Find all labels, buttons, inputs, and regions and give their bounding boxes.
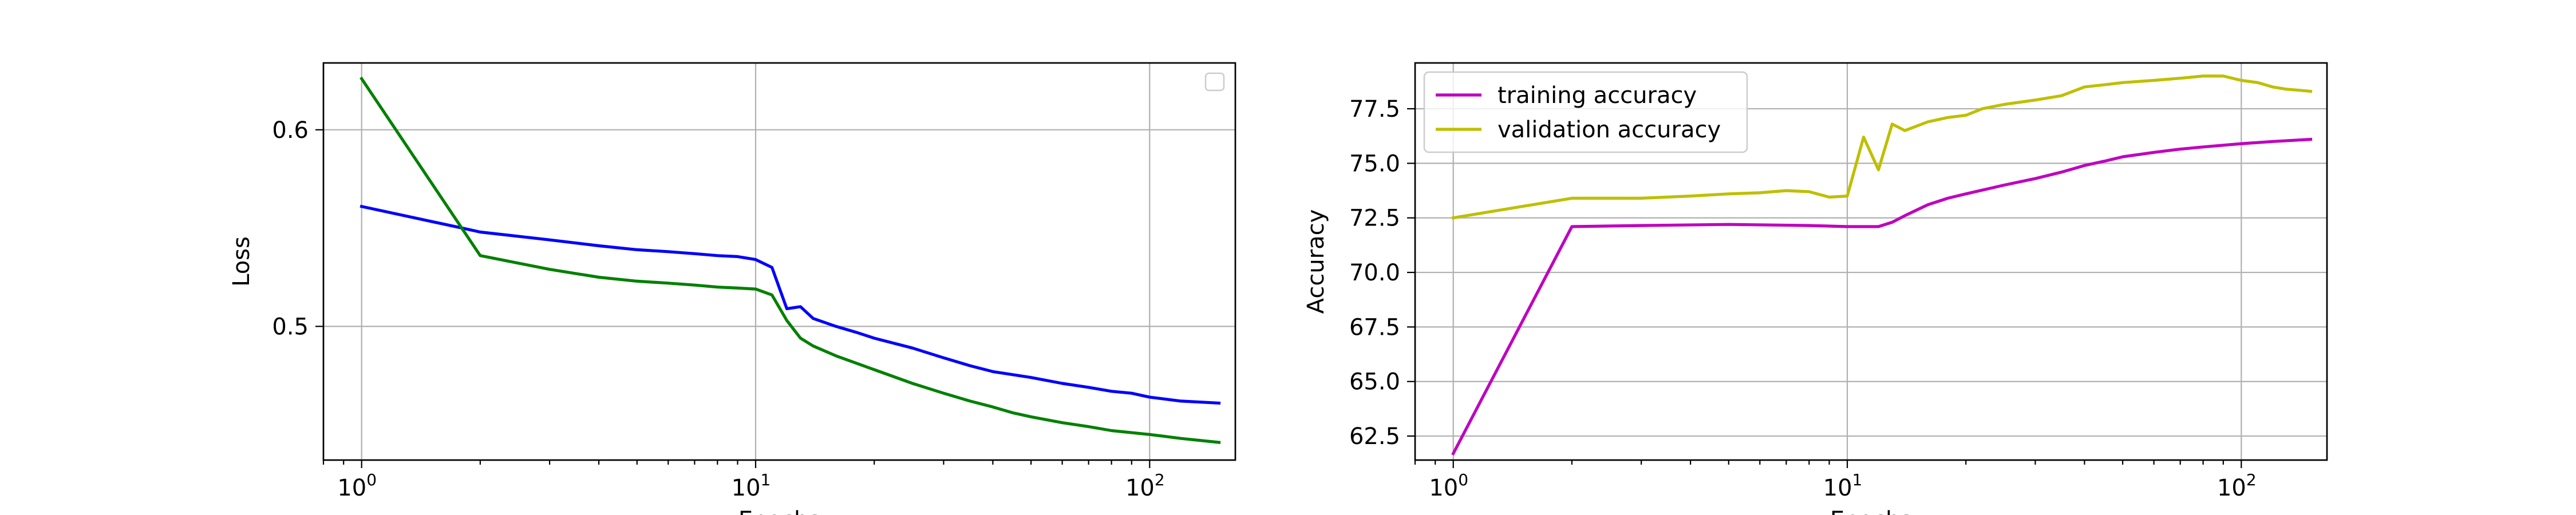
y-tick-label: 67.5	[1349, 314, 1400, 340]
x-axis-label: Epochs	[1830, 507, 1912, 515]
x-axis-label: Epochs	[738, 507, 820, 515]
y-tick-label: 65.0	[1349, 369, 1400, 395]
series-group	[359, 76, 1221, 444]
y-axis: 0.5 0.6 Loss	[228, 117, 323, 340]
y-tick-label: 75.0	[1349, 150, 1400, 177]
series-group	[1451, 74, 2313, 456]
series-line-1	[359, 204, 1221, 405]
legend: training accuracy validation accuracy	[1423, 71, 1748, 153]
series-line-training-accuracy	[1451, 137, 2313, 456]
chart-2: 100 101 102 Epochs 62.5 65.0 67.5 70.0 72.5 75.0 7…	[1303, 62, 2328, 515]
axes-frame	[1414, 62, 2328, 461]
x-tick-label: 100	[337, 470, 377, 501]
x-tick-label: 102	[2217, 470, 2257, 501]
x-tick-label: 101	[732, 470, 771, 501]
legend-label: training accuracy	[1498, 82, 1697, 109]
x-tick-label: 102	[1125, 470, 1165, 501]
x-tick-label: 101	[1823, 470, 1863, 501]
legend-box	[1423, 71, 1748, 153]
y-axis-label: Loss	[228, 236, 255, 287]
y-tick-label: 0.5	[272, 314, 309, 340]
legend	[1204, 72, 1225, 92]
x-axis: 100 101 102 Epochs	[337, 460, 1165, 515]
grid	[323, 63, 1235, 460]
y-axis-label: Accuracy	[1303, 209, 1329, 314]
y-tick-label: 0.6	[272, 117, 309, 144]
chart-1: 100 101 102 Epochs 0.5 0.6 Loss	[228, 62, 1236, 515]
x-tick-label: 100	[1429, 470, 1468, 501]
series-line-validation-accuracy	[1451, 74, 2313, 220]
y-tick-label: 72.5	[1349, 205, 1400, 232]
series-line-2	[359, 76, 1221, 444]
y-axis: 62.5 65.0 67.5 70.0 72.5 75.0 77.5 Accuracy	[1303, 96, 1415, 450]
legend-label: validation accuracy	[1498, 117, 1721, 143]
legend-box	[1204, 72, 1225, 92]
y-tick-label: 62.5	[1349, 423, 1400, 450]
x-axis: 100 101 102 Epochs	[1429, 460, 2257, 515]
y-tick-label: 77.5	[1349, 96, 1400, 122]
axes-frame	[322, 62, 1236, 461]
y-tick-label: 70.0	[1349, 260, 1400, 286]
